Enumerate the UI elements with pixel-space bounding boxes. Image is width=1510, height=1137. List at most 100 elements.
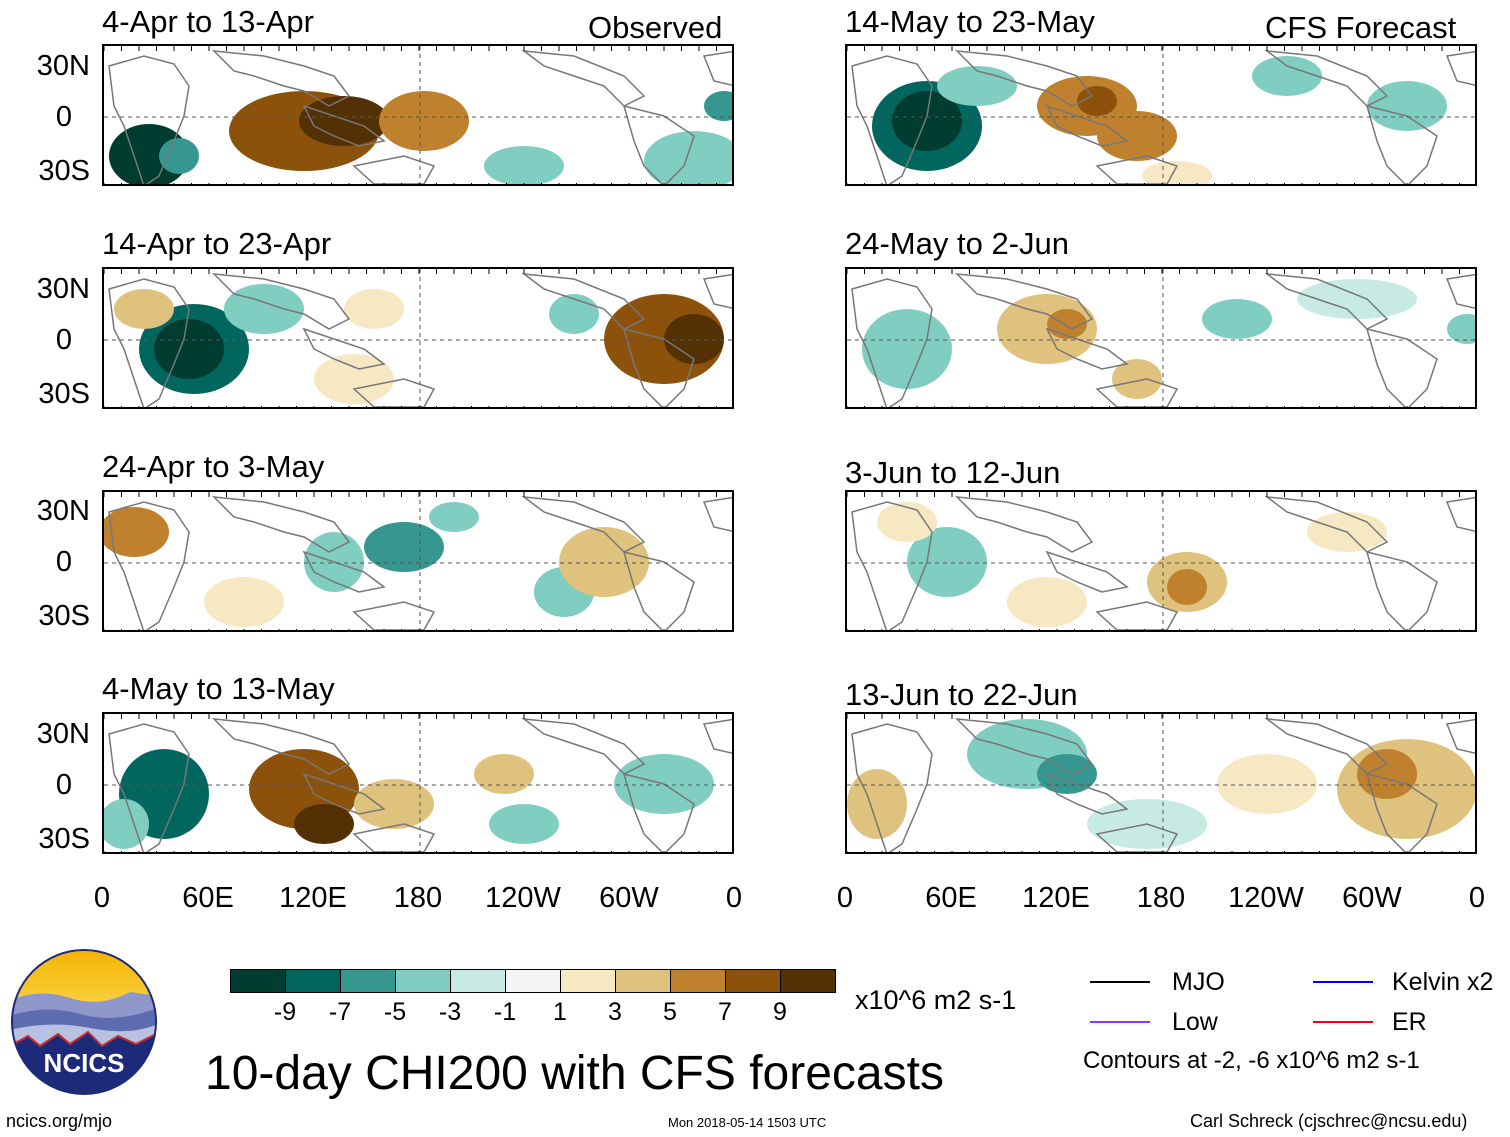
anomaly-region <box>364 522 444 572</box>
anomaly-region <box>104 507 169 557</box>
anomaly-region <box>1142 161 1212 184</box>
anomaly-region <box>892 91 962 151</box>
legend-swatch-kelvin <box>1313 981 1373 983</box>
anomaly-region <box>1077 86 1117 116</box>
anomaly-region <box>907 527 987 597</box>
map-svg <box>104 714 732 852</box>
anomaly-region <box>1202 299 1272 339</box>
colorbar-swatch <box>340 969 396 993</box>
map-panel-7 <box>845 490 1477 632</box>
coastline <box>352 823 436 852</box>
coastline <box>302 550 386 593</box>
map-panel-3 <box>102 490 734 632</box>
coastline <box>1365 550 1438 630</box>
map-svg <box>104 269 732 407</box>
colorbar-swatch <box>780 969 836 993</box>
contours-note: Contours at -2, -6 x10^6 m2 s-1 <box>1083 1047 1420 1074</box>
legend-label-mjo: MJO <box>1172 968 1225 996</box>
anomaly-region <box>159 138 199 174</box>
colorbar-tick-label: 7 <box>718 998 732 1026</box>
anomaly-region <box>119 131 169 171</box>
coastline <box>211 718 351 775</box>
anomaly-region <box>1007 577 1087 627</box>
lon-label: 120W <box>485 882 561 914</box>
colorbar-tick-label: -3 <box>438 998 462 1026</box>
anomaly-region <box>204 577 284 627</box>
anomaly-region <box>1217 754 1317 814</box>
coastline <box>1095 378 1179 407</box>
coastline <box>352 155 436 184</box>
map-svg <box>847 492 1475 630</box>
coastline <box>1445 718 1475 754</box>
anomaly-region <box>1097 111 1177 161</box>
footer-url[interactable]: ncics.org/mjo <box>6 1111 113 1131</box>
map-panel-2 <box>102 267 734 409</box>
colorbar-tick-label: -5 <box>383 998 407 1026</box>
coastline <box>1365 327 1438 407</box>
anomaly-region <box>877 502 937 542</box>
colorbar-tick-label: 1 <box>553 998 567 1026</box>
coastline <box>302 327 386 370</box>
coastline <box>352 378 436 407</box>
panel-tag-forecast: CFS Forecast <box>1265 10 1457 45</box>
anomaly-region <box>474 754 534 794</box>
coastline <box>352 601 436 630</box>
legend-label-low: Low <box>1172 1008 1218 1036</box>
coastline <box>622 104 695 184</box>
anomaly-region <box>1367 81 1447 131</box>
anomaly-region <box>664 314 724 364</box>
footer-timestamp: Mon 2018-05-14 1503 UTC <box>668 1115 827 1130</box>
logo-graphic <box>11 949 157 1095</box>
anomaly-region <box>704 91 732 121</box>
legend-swatch-low <box>1090 1021 1150 1023</box>
lon-label: 180 <box>393 882 443 914</box>
anomaly-region <box>1297 279 1417 319</box>
lat-label: 0 <box>55 769 72 801</box>
panel-title-3: 24-Apr to 3-May <box>102 449 325 484</box>
coastline <box>302 104 386 147</box>
coastline <box>1445 496 1475 532</box>
coastline <box>108 55 190 184</box>
coastline <box>702 718 732 754</box>
colorbar-swatch <box>725 969 781 993</box>
panel-title-7: 3-Jun to 12-Jun <box>845 455 1061 490</box>
coastline <box>108 723 190 852</box>
lat-label: 30N <box>36 718 90 750</box>
map-svg <box>104 492 732 630</box>
coastline <box>1045 104 1129 147</box>
coastline <box>954 718 1094 775</box>
anomaly-region <box>862 309 952 389</box>
map-panel-6 <box>845 267 1477 409</box>
lon-label: 120W <box>1228 882 1304 914</box>
lon-label: 120E <box>279 882 347 914</box>
coastline <box>1365 772 1438 852</box>
colorbar-units: x10^6 m2 s-1 <box>855 985 1017 1015</box>
map-svg <box>104 46 732 184</box>
coastline <box>954 50 1094 107</box>
coastline <box>851 278 933 407</box>
anomaly-region <box>1447 314 1475 344</box>
colorbar-swatch <box>505 969 561 993</box>
map-svg <box>847 714 1475 852</box>
colorbar-swatch <box>670 969 726 993</box>
anomaly-region <box>114 289 174 329</box>
lat-label: 0 <box>55 324 72 356</box>
legend-swatch-er <box>1313 1021 1373 1023</box>
anomaly-region <box>484 146 564 184</box>
anomaly-region <box>644 131 732 184</box>
colorbar-swatch <box>560 969 616 993</box>
coastline <box>851 723 933 852</box>
coastline <box>1095 601 1179 630</box>
coastline <box>1445 50 1475 86</box>
map-panel-8 <box>845 712 1477 854</box>
lon-label: 0 <box>1468 882 1486 914</box>
panel-title-6: 24-May to 2-Jun <box>845 226 1069 261</box>
lat-label: 30N <box>36 495 90 527</box>
map-panel-1 <box>102 44 734 186</box>
lon-label: 0 <box>836 882 854 914</box>
anomaly-region <box>354 779 434 829</box>
colorbar-swatch <box>450 969 506 993</box>
lon-label: 60E <box>182 882 234 914</box>
coastline <box>521 49 646 107</box>
lon-label: 0 <box>93 882 111 914</box>
